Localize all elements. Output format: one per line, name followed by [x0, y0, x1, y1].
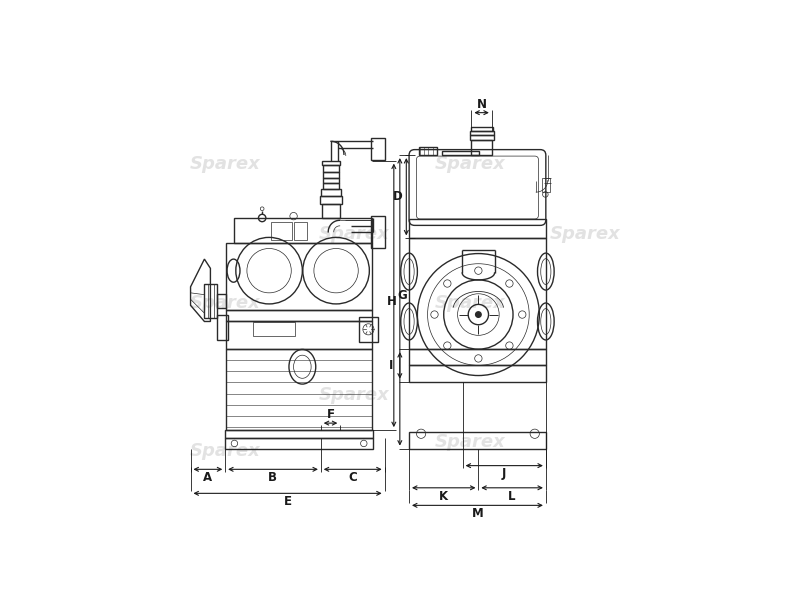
Bar	[226, 322, 372, 349]
Bar	[226, 439, 373, 449]
Bar	[323, 172, 339, 178]
Bar	[253, 322, 294, 336]
Text: N: N	[477, 98, 486, 111]
Text: Sparex: Sparex	[434, 155, 506, 173]
Bar	[470, 127, 493, 131]
Text: Sparex: Sparex	[190, 294, 261, 312]
Text: Sparex: Sparex	[550, 224, 621, 242]
Text: F: F	[326, 409, 334, 421]
Bar	[320, 196, 342, 204]
Bar	[234, 218, 372, 244]
Text: Sparex: Sparex	[190, 155, 261, 173]
Bar	[218, 314, 227, 340]
Text: D: D	[393, 190, 403, 203]
Bar	[409, 238, 546, 349]
Bar	[322, 189, 341, 196]
Text: E: E	[283, 495, 291, 508]
Text: M: M	[471, 507, 483, 520]
Text: B: B	[268, 471, 278, 484]
Bar	[226, 244, 372, 310]
Bar	[470, 135, 494, 140]
Bar	[226, 349, 372, 430]
Bar	[323, 166, 339, 172]
Bar	[419, 147, 437, 155]
Bar	[226, 310, 372, 322]
Bar	[409, 365, 546, 382]
Bar	[409, 433, 546, 449]
Bar	[471, 140, 492, 155]
Text: Sparex: Sparex	[434, 433, 506, 451]
Text: Sparex: Sparex	[319, 386, 390, 404]
Bar	[370, 137, 385, 160]
Bar	[442, 151, 479, 155]
Text: A: A	[203, 471, 212, 484]
Text: J: J	[502, 467, 506, 481]
Bar	[271, 221, 292, 240]
Circle shape	[476, 312, 481, 317]
Bar	[359, 317, 378, 342]
Bar	[370, 216, 385, 248]
Bar	[322, 204, 340, 218]
Bar	[218, 294, 226, 308]
Text: Sparex: Sparex	[319, 224, 390, 242]
Text: Sparex: Sparex	[190, 442, 261, 460]
Text: Sparex: Sparex	[434, 294, 506, 312]
Text: C: C	[348, 471, 357, 484]
Text: I: I	[390, 359, 394, 372]
Bar	[323, 178, 339, 184]
Bar	[470, 131, 494, 135]
Text: H: H	[386, 295, 397, 308]
Bar	[409, 219, 546, 238]
Text: G: G	[398, 289, 407, 302]
Bar	[322, 184, 339, 189]
Bar	[226, 430, 373, 439]
Bar	[542, 178, 550, 192]
Bar	[322, 161, 340, 166]
Text: L: L	[508, 490, 516, 503]
Bar	[205, 284, 218, 318]
Bar	[409, 349, 546, 365]
Bar	[294, 221, 307, 240]
Text: K: K	[439, 490, 448, 503]
